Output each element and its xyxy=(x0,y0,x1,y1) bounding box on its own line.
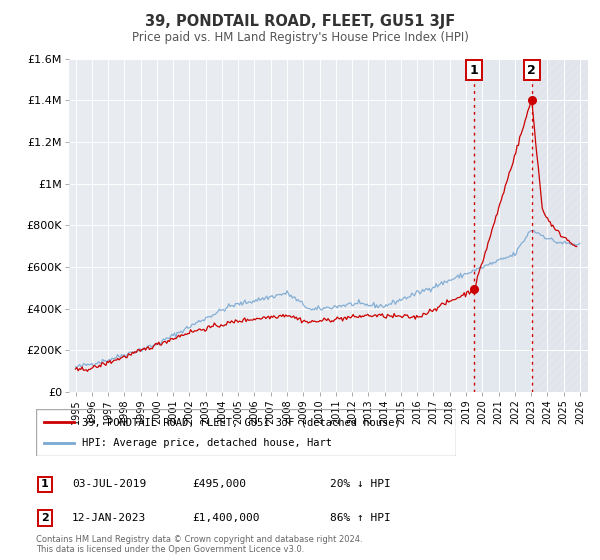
Text: 2: 2 xyxy=(527,64,536,77)
Bar xyxy=(474,59,532,392)
Text: This data is licensed under the Open Government Licence v3.0.: This data is licensed under the Open Gov… xyxy=(36,545,304,554)
Text: Price paid vs. HM Land Registry's House Price Index (HPI): Price paid vs. HM Land Registry's House … xyxy=(131,31,469,44)
Text: 1: 1 xyxy=(470,64,479,77)
Text: 1: 1 xyxy=(41,479,49,489)
Bar xyxy=(532,59,588,392)
Text: £495,000: £495,000 xyxy=(192,479,246,489)
Text: Contains HM Land Registry data © Crown copyright and database right 2024.: Contains HM Land Registry data © Crown c… xyxy=(36,535,362,544)
Text: 2: 2 xyxy=(41,513,49,523)
Text: 12-JAN-2023: 12-JAN-2023 xyxy=(72,513,146,523)
Text: 39, PONDTAIL ROAD, FLEET, GU51 3JF: 39, PONDTAIL ROAD, FLEET, GU51 3JF xyxy=(145,14,455,29)
Text: 86% ↑ HPI: 86% ↑ HPI xyxy=(330,513,391,523)
Text: £1,400,000: £1,400,000 xyxy=(192,513,260,523)
Text: 03-JUL-2019: 03-JUL-2019 xyxy=(72,479,146,489)
Text: 20% ↓ HPI: 20% ↓ HPI xyxy=(330,479,391,489)
Text: 39, PONDTAIL ROAD, FLEET, GU51 3JF (detached house): 39, PONDTAIL ROAD, FLEET, GU51 3JF (deta… xyxy=(82,417,401,427)
Text: HPI: Average price, detached house, Hart: HPI: Average price, detached house, Hart xyxy=(82,438,332,448)
